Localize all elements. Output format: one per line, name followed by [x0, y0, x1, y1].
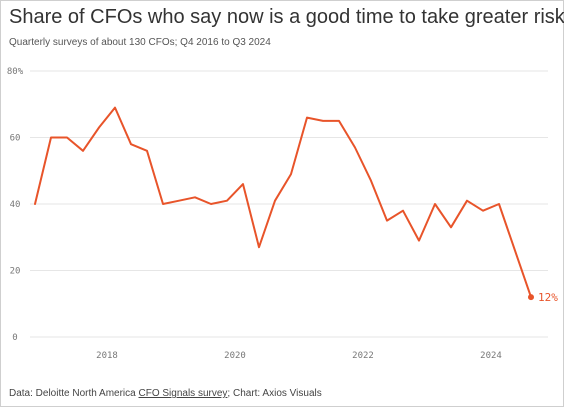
end-point-marker [528, 294, 534, 301]
source-note: Data: Deloitte North America CFO Signals… [9, 388, 322, 399]
x-tick-label: 2018 [96, 351, 118, 361]
x-tick-label: 2024 [480, 351, 502, 361]
source-link[interactable]: CFO Signals survey [138, 388, 228, 399]
y-tick-label: 40 [10, 200, 21, 210]
series-line [34, 106, 532, 299]
x-tick-label: 2020 [224, 351, 246, 361]
chart-title: Share of CFOs who say now is a good time… [9, 6, 564, 28]
source-prefix: Data: Deloitte North America [9, 388, 139, 399]
y-tick-label: 60 [10, 134, 21, 144]
source-suffix: ; Chart: Axios Visuals [227, 388, 322, 399]
x-tick-label: 2022 [352, 351, 374, 361]
chart-subtitle: Quarterly surveys of about 130 CFOs; Q4 … [9, 37, 271, 48]
end-value-label: 12% [538, 291, 558, 304]
y-tick-label: 0 [12, 333, 17, 343]
y-tick-label: 80% [7, 67, 24, 77]
y-tick-label: 20 [10, 267, 21, 277]
